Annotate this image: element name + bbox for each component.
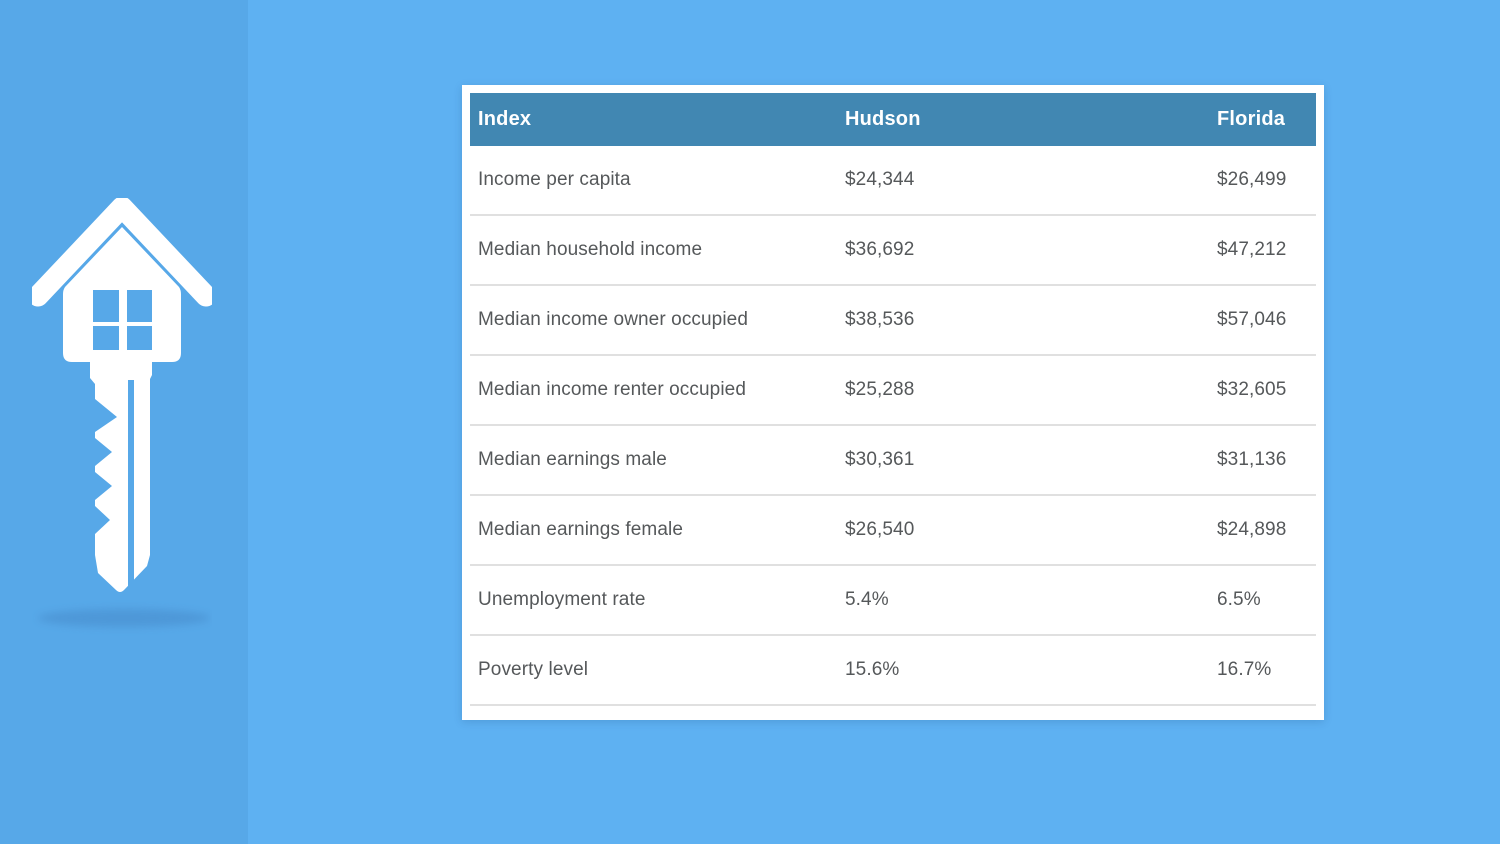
hudson-value: 15.6% bbox=[837, 635, 1209, 706]
table-row: Median income renter occupied $25,288 $3… bbox=[470, 355, 1316, 426]
hudson-value: $24,344 bbox=[837, 146, 1209, 216]
table-row: Poverty level 15.6% 16.7% bbox=[470, 635, 1316, 706]
florida-value: 6.5% bbox=[1209, 565, 1316, 636]
row-label: Income per capita bbox=[470, 146, 837, 216]
house-key-icon bbox=[32, 198, 212, 627]
key-groove bbox=[128, 380, 134, 594]
key-house-body bbox=[63, 227, 181, 362]
table-row: Median earnings female $26,540 $24,898 bbox=[470, 495, 1316, 566]
comparison-card: Index Hudson Florida Income per capita $… bbox=[462, 85, 1324, 720]
row-label: Median income owner occupied bbox=[470, 285, 837, 356]
row-label: Poverty level bbox=[470, 635, 837, 706]
row-label: Median earnings male bbox=[470, 425, 837, 496]
column-header-florida: Florida bbox=[1209, 93, 1316, 146]
key-roof bbox=[32, 198, 212, 307]
row-label: Median household income bbox=[470, 215, 837, 286]
table-row: Income per capita $24,344 $26,499 bbox=[470, 146, 1316, 216]
column-header-index: Index bbox=[470, 93, 837, 146]
row-label: Unemployment rate bbox=[470, 565, 837, 636]
table-header: Index Hudson Florida bbox=[470, 93, 1316, 146]
florida-value: $31,136 bbox=[1209, 425, 1316, 496]
florida-value: 16.7% bbox=[1209, 635, 1316, 706]
hudson-value: $30,361 bbox=[837, 425, 1209, 496]
table-row: Median income owner occupied $38,536 $57… bbox=[470, 285, 1316, 356]
key-shaft bbox=[90, 362, 152, 592]
hudson-value: $36,692 bbox=[837, 215, 1209, 286]
hudson-value: $38,536 bbox=[837, 285, 1209, 356]
hudson-value: $26,540 bbox=[837, 495, 1209, 566]
florida-value: $26,499 bbox=[1209, 146, 1316, 216]
key-shadow bbox=[38, 609, 210, 627]
row-label: Median earnings female bbox=[470, 495, 837, 566]
florida-value: $24,898 bbox=[1209, 495, 1316, 566]
florida-value: $57,046 bbox=[1209, 285, 1316, 356]
hudson-value: 5.4% bbox=[837, 565, 1209, 636]
florida-value: $47,212 bbox=[1209, 215, 1316, 286]
table-row: Median household income $36,692 $47,212 bbox=[470, 215, 1316, 286]
table-row: Median earnings male $30,361 $31,136 bbox=[470, 425, 1316, 496]
column-header-hudson: Hudson bbox=[837, 93, 1209, 146]
comparison-table: Index Hudson Florida Income per capita $… bbox=[470, 93, 1316, 706]
table-row: Unemployment rate 5.4% 6.5% bbox=[470, 565, 1316, 636]
florida-value: $32,605 bbox=[1209, 355, 1316, 426]
row-label: Median income renter occupied bbox=[470, 355, 837, 426]
hudson-value: $25,288 bbox=[837, 355, 1209, 426]
table-body: Income per capita $24,344 $26,499 Median… bbox=[470, 146, 1316, 706]
